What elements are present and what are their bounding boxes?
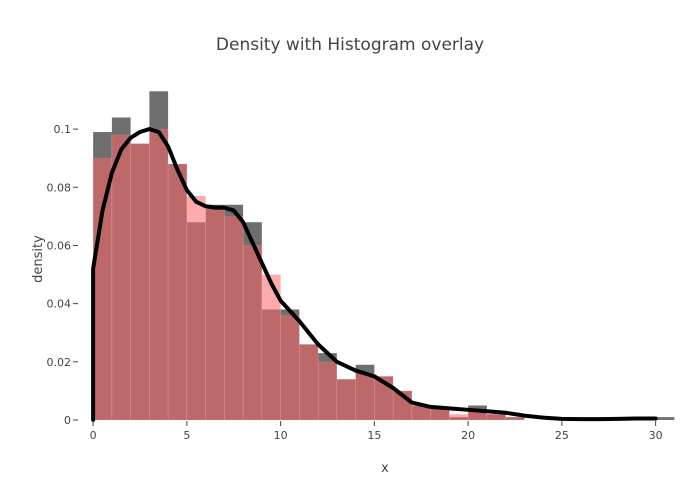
- y-axis-label: density: [31, 235, 46, 283]
- histogram-bar-pink: [205, 207, 225, 421]
- x-axis-label: x: [381, 461, 389, 476]
- histogram-bar-pink: [336, 379, 356, 421]
- y-tick-label: 0.1: [54, 123, 72, 136]
- histogram-bar-pink: [111, 134, 131, 421]
- histogram-pink-bars: [92, 128, 525, 421]
- histogram-bar-pink: [186, 195, 206, 421]
- y-tick-label: 0.06: [47, 239, 72, 252]
- density-curve: [91, 127, 658, 422]
- histogram-bar-pink: [299, 344, 319, 421]
- histogram-bar-pink: [355, 373, 375, 421]
- histogram-bar-pink: [149, 128, 169, 421]
- histogram-bar-pink: [130, 143, 150, 421]
- histogram-bar-pink: [280, 315, 300, 421]
- histogram-bar-pink: [505, 416, 525, 421]
- x-tick-label: 15: [367, 429, 381, 442]
- y-axis: 0 0.02 0.04 0.06 0.08 0.1: [47, 123, 78, 427]
- histogram-bar-dark: [655, 416, 675, 421]
- histogram-bar-pink: [92, 157, 113, 421]
- x-tick-label: 25: [555, 429, 569, 442]
- chart-title: Density with Histogram overlay: [216, 35, 484, 55]
- y-tick-label: 0: [64, 414, 71, 427]
- histogram-bar-pink: [449, 413, 469, 421]
- x-axis: 0 5 10 15 20 25 30: [90, 421, 663, 442]
- histogram-bar-pink: [486, 413, 506, 421]
- x-tick-label: 5: [183, 429, 190, 442]
- histogram-bar-pink: [167, 163, 188, 421]
- histogram-bar-pink: [242, 245, 263, 421]
- histogram-bar-pink: [224, 216, 244, 421]
- x-tick-label: 0: [90, 429, 97, 442]
- x-tick-label: 20: [461, 429, 475, 442]
- y-tick-label: 0.02: [47, 356, 72, 369]
- x-tick-label: 30: [649, 429, 663, 442]
- histogram-bar-pink: [317, 361, 338, 421]
- y-tick-label: 0.08: [47, 181, 72, 194]
- y-tick-label: 0.04: [47, 298, 72, 311]
- x-tick-label: 10: [274, 429, 288, 442]
